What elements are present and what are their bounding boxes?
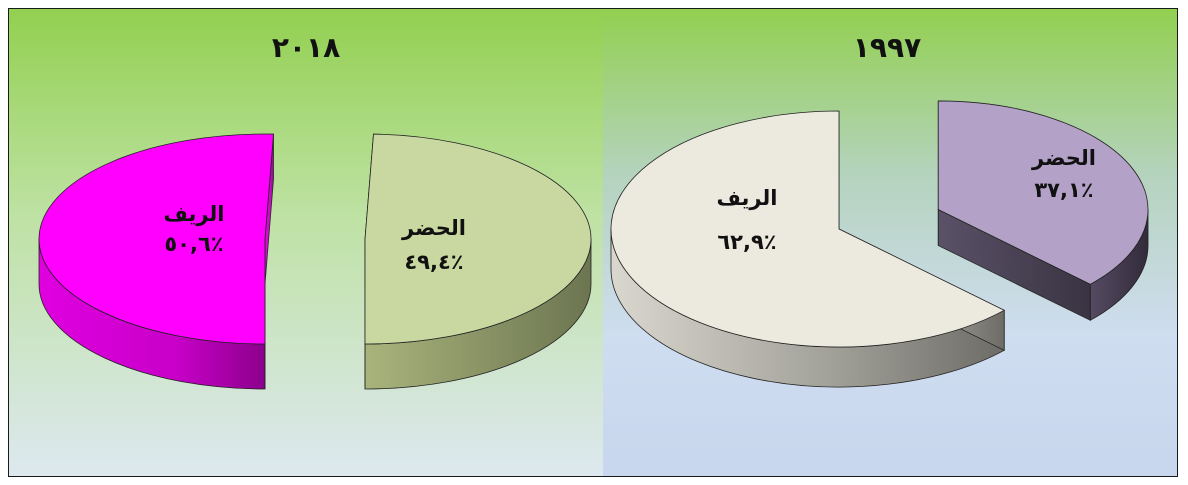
label-1997-hadar-name: الحضر [1031,146,1096,170]
slice-2018-rif [38,133,274,390]
label-2018-rif-name: الريف [163,202,224,226]
pie-charts: ٢٠١٨ الريف ٥٠,٦٪ الحضر ٤٩,٤٪ ١٩٩٧ الريف ٦٢,٩٪ ال… [38,31,1149,390]
title-2018: ٢٠١٨ [272,31,340,64]
slice-2018-hadar [364,133,592,390]
label-1997-hadar-value: ٣٧,١٪ [1034,178,1093,202]
slice-1997-rif-top [610,110,1006,348]
label-1997-rif-value: ٦٢,٩٪ [717,230,776,254]
slice-1997-rif [610,110,1006,388]
slice-1997-hadar-top [937,100,1149,285]
label-2018-hadar-value: ٤٩,٤٪ [404,250,463,274]
label-2018-rif-value: ٥٠,٦٪ [164,232,223,256]
slice-2018-hadar-top [364,133,592,345]
slice-1997-hadar [937,100,1149,321]
label-2018-hadar-name: الحضر [401,216,466,240]
title-1997: ١٩٩٧ [853,31,921,64]
chart-frame: ٢٠١٨ الريف ٥٠,٦٪ الحضر ٤٩,٤٪ ١٩٩٧ الريف ٦٢,٩٪ ال… [8,8,1178,477]
label-1997-rif-name: الريف [716,186,777,210]
slice-2018-rif-top [38,133,274,345]
